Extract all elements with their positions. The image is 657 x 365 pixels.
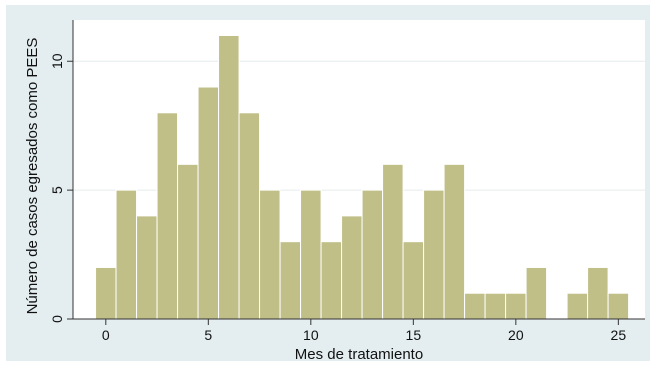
bar bbox=[95, 266, 117, 320]
bar bbox=[361, 189, 384, 320]
y-ticks: 0 5 10 bbox=[49, 53, 73, 323]
y-tick-label: 0 bbox=[49, 315, 65, 323]
x-tick-label: 0 bbox=[102, 327, 110, 343]
bar bbox=[279, 241, 302, 320]
bar bbox=[587, 266, 609, 320]
bar bbox=[382, 163, 404, 320]
bar bbox=[566, 292, 589, 320]
bar bbox=[218, 34, 240, 320]
bar bbox=[484, 292, 507, 320]
x-tick-label: 10 bbox=[303, 327, 319, 343]
bar bbox=[197, 86, 220, 320]
bar bbox=[464, 292, 486, 320]
bar bbox=[443, 163, 466, 320]
bar bbox=[177, 163, 199, 320]
x-tick-label: 25 bbox=[611, 327, 627, 343]
bar bbox=[607, 292, 630, 320]
bar bbox=[320, 241, 343, 320]
x-tick-label: 15 bbox=[406, 327, 422, 343]
bar bbox=[525, 266, 548, 320]
bar bbox=[238, 112, 261, 320]
y-axis-title: Número de casos egresados como PEES bbox=[24, 38, 41, 315]
axes bbox=[72, 20, 645, 320]
bar bbox=[115, 189, 138, 320]
bar bbox=[341, 215, 363, 320]
bar bbox=[136, 215, 158, 320]
bar bbox=[156, 112, 179, 320]
bar bbox=[259, 189, 281, 320]
y-tick-label: 10 bbox=[49, 53, 65, 69]
bar bbox=[402, 241, 425, 320]
x-tick-label: 20 bbox=[508, 327, 524, 343]
bar bbox=[505, 292, 527, 320]
x-tick-label: 5 bbox=[204, 327, 212, 343]
y-tick-label: 5 bbox=[49, 186, 65, 194]
bar bbox=[423, 189, 445, 320]
x-ticks: 0 5 10 15 20 25 bbox=[102, 319, 626, 343]
bar bbox=[300, 189, 322, 320]
x-axis-title: Mes de tratamiento bbox=[295, 346, 423, 363]
